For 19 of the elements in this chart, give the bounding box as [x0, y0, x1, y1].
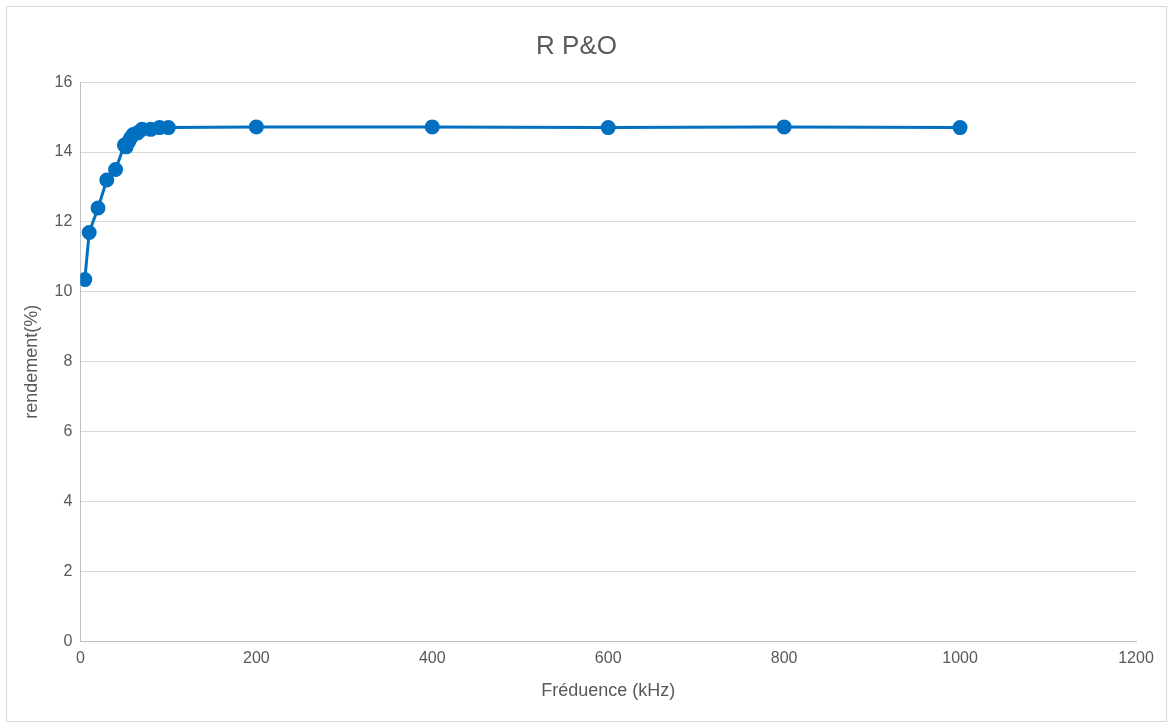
x-tick-label: 600 [594, 649, 622, 667]
y-axis-title: rendement(%) [20, 304, 41, 419]
x-tick-label: 1200 [1118, 649, 1154, 667]
y-tick-label: 6 [63, 421, 73, 439]
x-tick-label: 0 [75, 649, 85, 667]
y-tick-label: 8 [63, 352, 73, 370]
y-tick-label: 2 [63, 561, 73, 579]
y-tick-label: 10 [54, 282, 73, 300]
y-tick-label: 12 [54, 212, 73, 230]
y-tick-label: 4 [63, 491, 73, 509]
y-tick-label: 0 [63, 631, 73, 649]
y-tick-label: 16 [54, 72, 73, 90]
x-axis-title: Fréduence (kHz) [541, 680, 676, 701]
x-tick-label: 800 [770, 649, 798, 667]
x-tick-label: 1000 [942, 649, 978, 667]
y-tick-label: 14 [54, 142, 73, 160]
chart-title: R P&O [536, 29, 617, 60]
x-tick-label: 200 [242, 649, 270, 667]
x-tick-label: 400 [418, 649, 446, 667]
